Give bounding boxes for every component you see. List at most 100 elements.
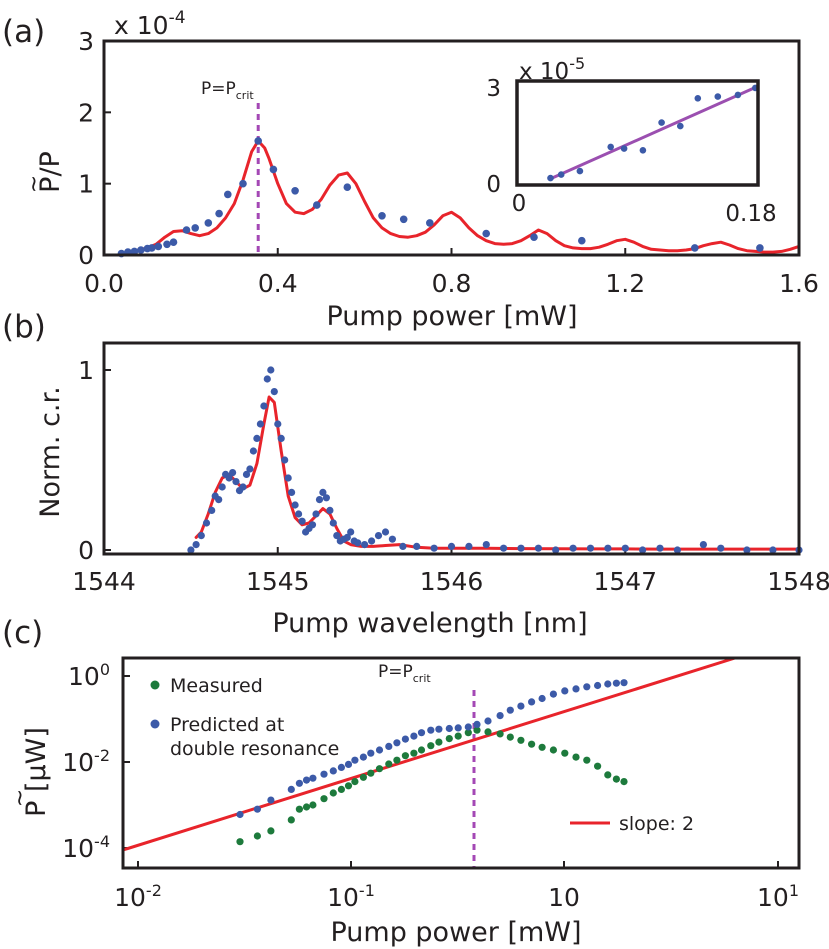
data-point <box>552 546 560 554</box>
y-tick-label: 0 <box>78 241 94 270</box>
data-point <box>253 434 261 442</box>
inset-a: x 10-5 3 0 0 0.18 <box>486 54 776 227</box>
data-point <box>621 544 629 552</box>
data-point-predicted <box>417 729 426 737</box>
y-tick-label: 10-2 <box>62 746 110 777</box>
legend-marker-measured <box>150 680 160 690</box>
y-axis-label-a: P/P ~ <box>22 151 66 193</box>
data-point <box>639 546 647 554</box>
data-point-predicted <box>287 785 295 794</box>
inset-frame <box>515 79 760 187</box>
legend-c: Measured Predicted at double resonance s… <box>150 675 694 835</box>
data-point-measured <box>236 838 244 846</box>
data-point <box>578 236 586 245</box>
data-point <box>148 244 156 252</box>
x-tick-label: 1.2 <box>605 269 645 298</box>
data-point-measured <box>435 738 443 746</box>
inset-data-point <box>734 91 742 99</box>
x-tick-label: 1546 <box>420 567 484 596</box>
data-point-predicted <box>572 685 580 693</box>
x-axis-label-a: Pump power [mW] <box>326 301 577 332</box>
data-point-predicted <box>435 725 443 733</box>
data-point <box>333 532 341 540</box>
data-point <box>326 506 334 514</box>
data-point-predicted <box>393 739 401 747</box>
data-point <box>329 519 337 527</box>
y-axis-label-b: Norm. c.r. <box>35 386 66 517</box>
inset-data-point <box>607 143 614 151</box>
inset-ytick-label: 3 <box>486 76 501 102</box>
data-point-measured <box>410 749 418 757</box>
data-point <box>137 246 145 254</box>
data-point <box>343 533 351 542</box>
data-point-measured <box>295 805 303 813</box>
data-point-predicted <box>302 776 311 784</box>
data-point <box>291 187 299 195</box>
data-point-measured <box>267 827 275 835</box>
data-point-measured <box>320 795 328 803</box>
data-point <box>691 244 699 252</box>
data-point <box>699 541 708 549</box>
data-point-predicted <box>427 726 435 734</box>
x-tick-label: 0.0 <box>84 269 124 298</box>
data-point-measured <box>287 816 295 824</box>
data-point-predicted <box>604 680 612 688</box>
data-point-measured <box>329 789 337 797</box>
data-point-predicted <box>351 756 359 764</box>
x-tick-label: 101 <box>757 881 799 912</box>
data-point <box>656 544 664 552</box>
data-point-measured <box>351 778 359 786</box>
data-point <box>586 544 595 552</box>
legend-label-predicted-line2: double resonance <box>170 738 339 760</box>
y-tick-label: 1 <box>78 356 94 385</box>
data-point-measured <box>359 773 367 781</box>
data-point <box>281 456 289 464</box>
plot-frame-a <box>102 39 801 257</box>
inset-fit-line <box>549 84 760 181</box>
data-point-predicted <box>496 712 504 720</box>
legend-label-measured: Measured <box>170 675 263 697</box>
data-point <box>378 212 386 220</box>
svg-text:~: ~ <box>8 789 33 807</box>
data-point-predicted <box>410 732 418 740</box>
data-point <box>500 544 508 552</box>
inset-data-point <box>694 95 702 102</box>
slope-fit-line <box>123 658 736 852</box>
data-point <box>288 488 296 496</box>
data-point-measured <box>572 753 580 761</box>
panel-label-a: (a) <box>2 14 45 50</box>
data-point-measured <box>417 746 426 754</box>
data-point-predicted <box>236 810 244 819</box>
data-point-measured <box>612 775 621 783</box>
inset-data-point <box>620 145 628 152</box>
data-point-predicted <box>517 702 525 710</box>
model-curve-b <box>194 395 801 551</box>
measured-points-b <box>187 366 803 554</box>
data-point-measured <box>454 732 462 740</box>
data-point <box>430 544 438 552</box>
data-point <box>530 233 538 241</box>
data-point <box>295 510 303 518</box>
data-point-predicted <box>538 694 546 703</box>
data-point-predicted <box>549 690 558 698</box>
data-point-measured <box>337 785 345 794</box>
inset-data-point <box>557 171 565 178</box>
inset-data-point <box>576 167 584 175</box>
data-point <box>308 521 317 529</box>
data-point <box>284 474 292 482</box>
y-tick-label: 1 <box>78 170 94 199</box>
data-point-predicted <box>620 679 628 687</box>
data-point-predicted <box>612 679 621 687</box>
data-point <box>191 224 199 232</box>
data-point <box>270 388 278 396</box>
data-point-measured <box>309 801 317 809</box>
data-point-measured <box>620 778 628 786</box>
data-point <box>202 519 211 527</box>
data-point <box>218 483 226 491</box>
data-point <box>413 542 421 551</box>
panel-label-c: (c) <box>2 615 43 651</box>
data-point-measured <box>583 756 591 764</box>
data-point-predicted <box>445 724 453 733</box>
data-point <box>239 179 247 188</box>
data-point <box>163 240 171 249</box>
